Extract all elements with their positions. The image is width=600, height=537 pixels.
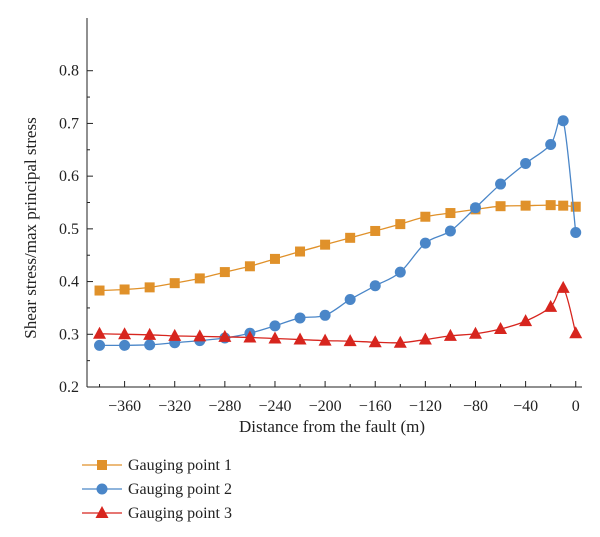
data-point [345,232,356,243]
data-point [495,178,507,190]
data-point [318,333,332,346]
data-point [143,327,157,340]
data-point [419,237,431,249]
data-point [495,201,506,212]
data-point [370,225,381,236]
x-tick-label: −80 [463,398,488,415]
data-point [468,326,482,339]
series-2 [94,115,582,351]
x-tick-label: −320 [158,398,191,415]
data-point [295,246,306,257]
y-tick-label: 0.8 [59,63,79,80]
legend-item-2: Gauging point 2 [82,481,232,498]
data-point [556,280,570,293]
data-point [445,208,456,219]
data-point [343,334,357,347]
plot-area: 0.2 0.3 0.4 0.5 0.6 0.7 0.8 −360 −320 −280 −240 −20… [59,18,582,415]
x-tick-label: −120 [409,398,442,415]
data-point [570,201,581,212]
y-tick-label: 0.3 [59,326,79,343]
data-point [519,314,533,327]
series-line [99,286,577,344]
data-point [569,326,583,339]
data-point [244,261,255,272]
data-point [119,339,131,351]
series-line [99,116,577,347]
y-tick-label: 0.4 [59,274,79,291]
data-point [368,335,382,348]
legend-marker [97,460,107,470]
data-point [94,285,105,296]
data-point [118,327,132,340]
y-axis-title: Shear stress/max principal stress [21,117,40,338]
data-point [545,200,556,211]
legend-label: Gauging point 2 [128,481,232,498]
data-point [168,328,182,341]
data-point [558,200,569,211]
series-line [99,204,576,292]
data-point [268,331,282,344]
data-point [418,332,432,345]
data-point [243,330,257,343]
x-tick-label: −200 [309,398,342,415]
data-point [444,225,456,237]
data-point [520,200,531,211]
legend: Gauging point 1 Gauging point 2 Gauging po… [82,457,232,522]
data-point [194,273,205,284]
data-point [144,282,155,293]
data-point [119,284,130,295]
data-point [469,202,481,214]
data-point [393,335,407,348]
y-tick-label: 0.6 [59,168,79,185]
data-point [93,326,107,339]
data-point [219,267,230,278]
data-point [420,211,431,222]
series-1 [94,200,581,296]
x-tick-label: −240 [258,398,291,415]
data-point [544,299,558,312]
data-point [395,219,406,230]
data-point [369,280,381,292]
data-point [394,266,406,278]
legend-marker [96,483,108,495]
y-tick-label: 0.7 [59,115,79,132]
y-tick-label: 0.5 [59,221,79,238]
legend-item-1: Gauging point 1 [82,457,232,474]
y-tick-label: 0.2 [59,379,79,396]
series-3 [93,280,583,348]
x-tick-label: 0 [572,398,580,415]
data-point [494,322,508,335]
data-point [320,239,331,250]
data-point [269,253,280,264]
data-point [545,139,557,151]
legend-label: Gauging point 3 [128,505,232,522]
x-tick-label: −360 [108,398,141,415]
x-axis-title: Distance from the fault (m) [239,417,425,436]
data-point [443,328,457,341]
data-point [344,293,356,305]
x-tick-label: −160 [359,398,392,415]
data-point [169,278,180,289]
legend-item-3: Gauging point 3 [82,505,232,522]
x-tick-label: −280 [208,398,241,415]
data-point [218,329,232,342]
data-point [319,309,331,321]
data-point [520,157,532,169]
data-point [294,312,306,324]
legend-marker [95,506,109,518]
series-layer [93,115,583,351]
data-point [293,332,307,345]
data-point [269,320,281,332]
data-point [193,329,207,342]
data-point [94,339,106,351]
data-point [570,227,582,239]
x-tick-label: −40 [513,398,538,415]
legend-label: Gauging point 1 [128,457,232,474]
data-point [557,115,569,127]
data-point [144,339,156,351]
